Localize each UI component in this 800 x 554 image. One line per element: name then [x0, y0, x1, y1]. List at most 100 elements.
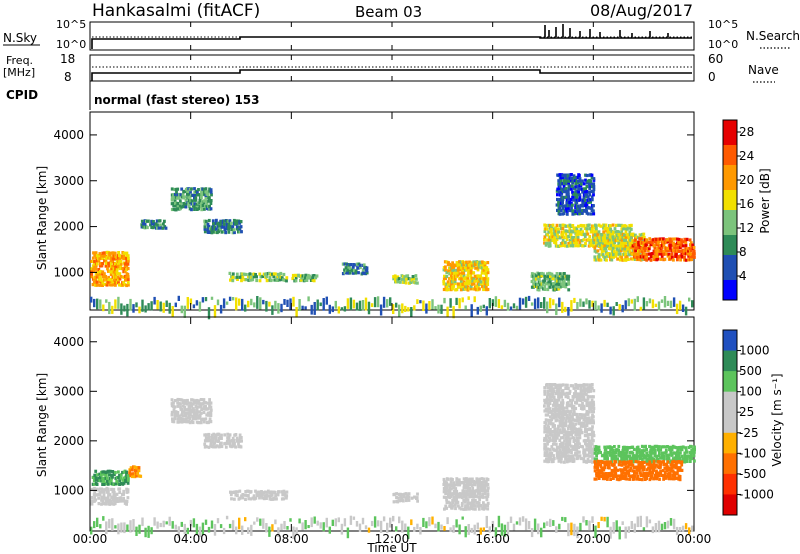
power-echo-cell [482, 280, 486, 284]
power-echo-cell [560, 282, 564, 286]
power-echo-cell [585, 229, 589, 233]
power-echo-cell [210, 231, 214, 235]
velocity-echo-cell [632, 469, 636, 473]
power-echo-cell [624, 224, 628, 228]
velocity-echo-cell [664, 448, 668, 452]
velocity-echo-cell [571, 406, 574, 410]
power-echo-cell [618, 252, 622, 256]
velocity-echo-cell [631, 463, 635, 467]
velocity-echo-cell [616, 468, 620, 472]
power-clutter-cell [150, 301, 153, 311]
power-echo-cell [126, 273, 130, 277]
power-echo-cell [674, 237, 678, 241]
velocity-echo-cell [561, 401, 565, 405]
power-echo-cell [688, 255, 692, 259]
power-clutter-cell [379, 304, 383, 316]
velocity-echo-cell [550, 457, 553, 461]
velocity-echo-cell [476, 478, 480, 482]
velocity-echo-cell [456, 492, 460, 496]
velocity-clutter-cell [307, 525, 310, 529]
velocity-echo-cell [570, 433, 573, 437]
power-echo-cell [90, 269, 94, 273]
velocity-echo-cell [649, 463, 653, 467]
velocity-echo-cell [631, 460, 635, 464]
power-panel-frame [89, 111, 695, 311]
velocity-echo-cell [608, 474, 611, 478]
velocity-echo-cell [462, 498, 466, 503]
velocity-echo-cell [113, 494, 117, 498]
power-echo-cell [602, 249, 605, 253]
velocity-echo-cell [554, 403, 558, 407]
power-echo-cell [580, 232, 584, 237]
power-echo-cell [184, 189, 188, 193]
velocity-echo-cell [183, 401, 186, 405]
velocity-echo-cell [622, 448, 626, 452]
power-clutter-cell [431, 299, 434, 310]
power-echo-cell [272, 278, 276, 282]
power-echo-cell [578, 240, 582, 245]
velocity-echo-cell [281, 493, 285, 497]
velocity-echo-cell [455, 483, 458, 487]
power-echo-cell [562, 184, 566, 188]
power-echo-cell [94, 267, 98, 271]
power-clutter-cell [555, 303, 558, 316]
colorbar-tick-label: -500 [739, 467, 766, 481]
power-echo-cell [476, 260, 480, 265]
velocity-echo-cell [635, 448, 639, 452]
time-axis: 00:00 04:00 08:00 12:00 16:00 20:00 00:00 [73, 22, 711, 546]
velocity-echo-cell [122, 499, 125, 503]
power-clutter-cell [588, 300, 591, 309]
power-echo-cell [445, 288, 449, 292]
power-echo-cell [176, 187, 180, 191]
velocity-echo-cell [445, 481, 449, 485]
velocity-echo-cell [599, 450, 602, 455]
power-echo-cell [538, 282, 542, 287]
velocity-echo-cell [635, 457, 639, 461]
power-echo-cell [564, 204, 567, 208]
velocity-echo-cell [200, 402, 203, 406]
power-clutter-cell [660, 299, 664, 303]
power-echo-cell [628, 224, 632, 228]
power-echo-cell [265, 279, 269, 283]
velocity-echo-cell [601, 472, 605, 476]
power-echo-cell [585, 181, 589, 185]
velocity-echo-cell [110, 473, 113, 477]
velocity-echo-cell [550, 398, 554, 402]
velocity-echo-cell [247, 489, 251, 493]
velocity-echo-cell [614, 466, 618, 470]
velocity-echo-cell [234, 433, 238, 437]
power-echo-cell [159, 223, 162, 227]
power-echo-cell [235, 227, 239, 231]
power-echo-cell [116, 275, 120, 279]
power-echo-cell [119, 283, 123, 287]
power-echo-cell [653, 255, 657, 259]
velocity-echo-cell [612, 476, 615, 480]
colorbar-tick-label: 500 [739, 364, 762, 378]
power-echo-cell [462, 271, 466, 275]
velocity-echo-cell [561, 415, 565, 419]
power-echo-cell [198, 201, 202, 205]
velocity-echo-cell [637, 460, 640, 464]
velocity-echo-cell [483, 506, 487, 510]
velocity-echo-cell [567, 386, 570, 391]
power-echo-cell [299, 278, 303, 282]
colorbar-tick-label: 4 [739, 269, 747, 283]
velocity-echo-cell [663, 462, 667, 466]
power-echo-cell [193, 187, 196, 191]
power-echo-cell [597, 223, 601, 227]
velocity-echo-cell [448, 483, 452, 487]
power-clutter-cell [171, 306, 174, 318]
velocity-echo-cell [176, 414, 180, 418]
power-echo-cell [208, 227, 212, 231]
power-echo-cell [122, 270, 126, 274]
velocity-echo-cell [568, 389, 572, 393]
velocity-echo-cell [472, 498, 476, 503]
velocity-echo-cell [624, 448, 628, 452]
power-clutter-cell [102, 304, 105, 312]
power-echo-cell [450, 263, 453, 267]
power-echo-cell [576, 238, 580, 242]
velocity-echo-cell [558, 442, 562, 447]
power-clutter-cell [162, 302, 165, 313]
power-echo-cell [569, 197, 573, 201]
velocity-clutter-cell [621, 521, 624, 525]
